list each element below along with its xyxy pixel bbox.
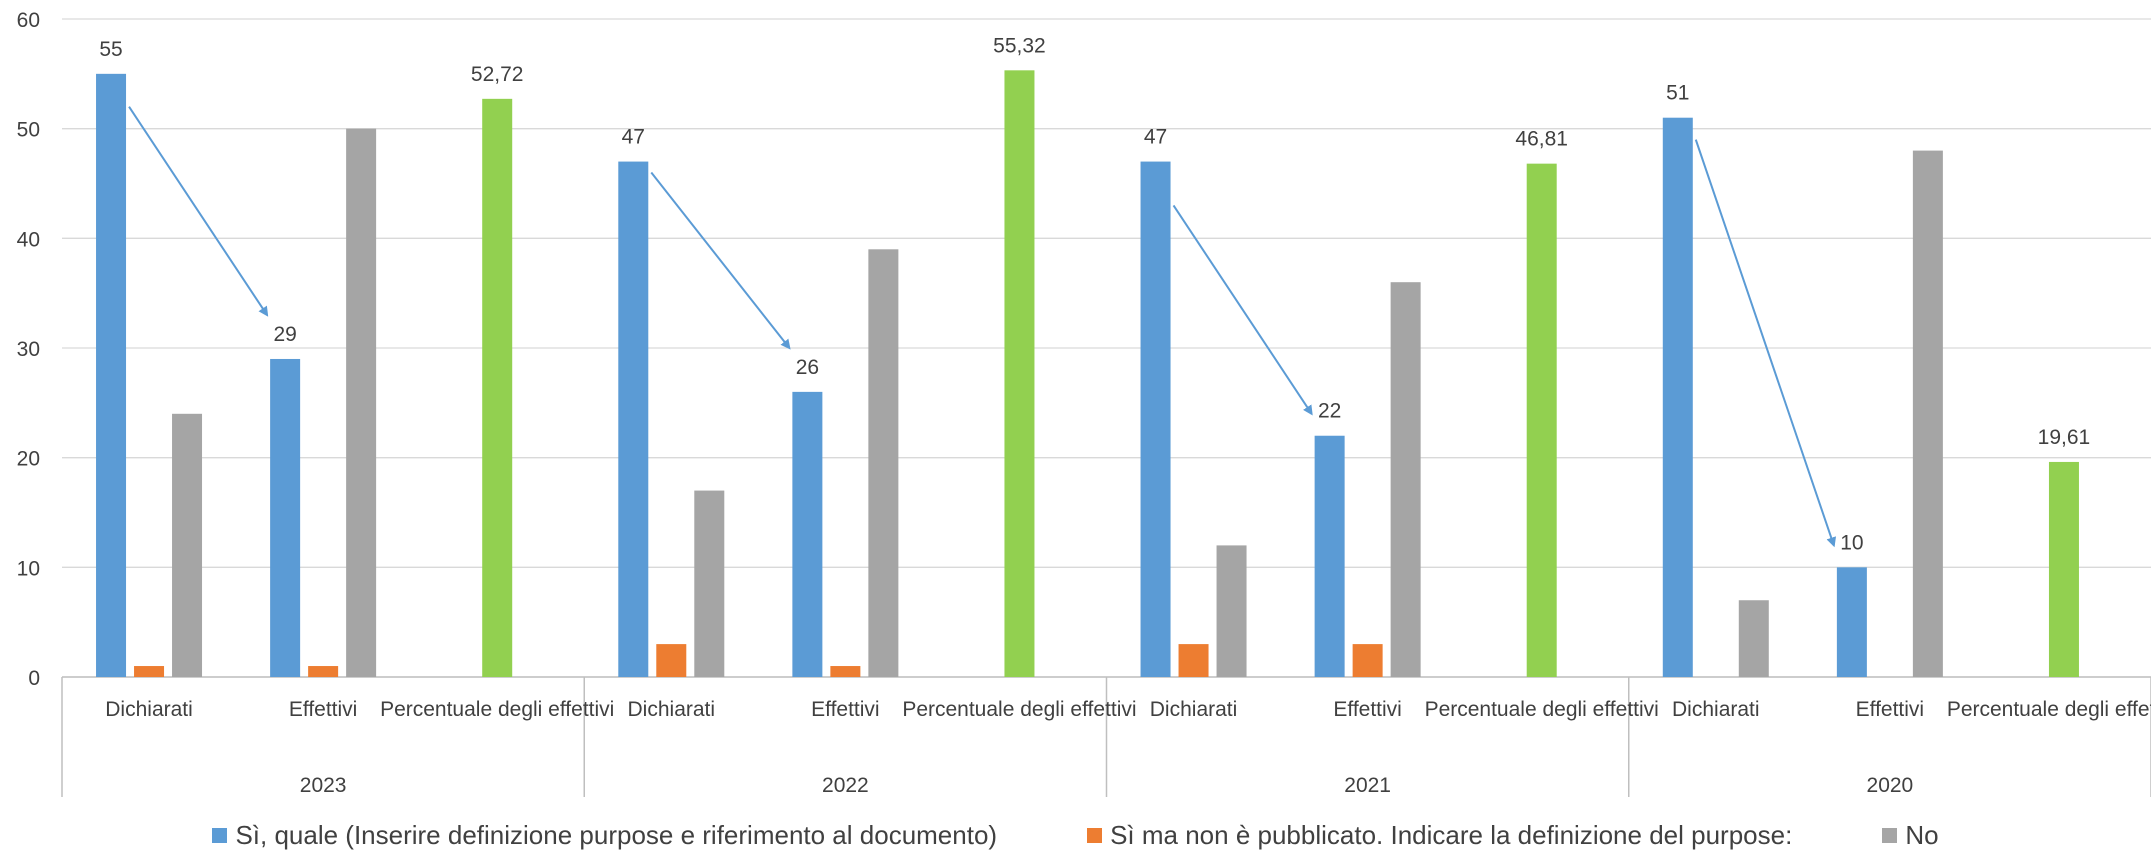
- bar: [1738, 600, 1769, 677]
- y-tick-label: 10: [17, 557, 40, 580]
- bar: [1314, 435, 1345, 677]
- legend-swatch: [212, 827, 228, 843]
- legend: Sì, quale (Inserire definizione purpose …: [0, 820, 2151, 850]
- bar: [1216, 545, 1247, 677]
- bar: [270, 358, 301, 677]
- y-tick-label: 30: [17, 338, 40, 361]
- data-label: 47: [622, 126, 645, 149]
- category-label: Effettivi: [1856, 698, 1924, 721]
- data-label: 55: [99, 38, 122, 61]
- y-tick-label: 60: [17, 9, 40, 32]
- legend-label: No: [1905, 819, 1939, 850]
- bar: [96, 73, 127, 678]
- category-label: Dichiarati: [628, 698, 716, 721]
- year-label: 2021: [1344, 774, 1391, 797]
- bar: [1390, 282, 1421, 677]
- legend-label: Sì ma non è pubblicato. Indicare la defi…: [1110, 819, 1793, 850]
- bar: [172, 413, 203, 677]
- data-label: 47: [1144, 126, 1167, 149]
- bar: [656, 644, 687, 677]
- data-label: 26: [796, 356, 819, 379]
- data-label: 46,81: [1515, 128, 1568, 151]
- trend-arrow: [128, 106, 269, 317]
- data-label: 22: [1318, 400, 1341, 423]
- trend-arrow: [1694, 139, 1837, 548]
- bar: [1140, 161, 1171, 678]
- legend-item: No: [1882, 819, 1939, 851]
- category-label: Effettivi: [289, 698, 357, 721]
- bar: [1352, 644, 1383, 677]
- bar: [308, 666, 339, 677]
- trend-arrow: [1172, 204, 1313, 416]
- data-label: 29: [273, 323, 296, 346]
- bar: [868, 249, 899, 678]
- bar: [1836, 567, 1867, 677]
- bar: [792, 391, 823, 677]
- category-label: Dichiarati: [105, 698, 193, 721]
- y-tick-label: 20: [17, 448, 40, 471]
- bar: [1662, 117, 1693, 677]
- category-label: Effettivi: [811, 698, 879, 721]
- data-label: 52,72: [471, 63, 524, 86]
- data-label: 55,32: [993, 34, 1046, 57]
- bar: [694, 490, 725, 677]
- trend-arrow: [650, 171, 791, 350]
- legend-item: Sì, quale (Inserire definizione purpose …: [212, 820, 997, 851]
- bar: [134, 666, 165, 677]
- y-tick-label: 0: [28, 667, 40, 690]
- bar: [2048, 461, 2079, 677]
- category-label: Effettivi: [1333, 698, 1401, 721]
- bar: [346, 128, 377, 677]
- bar: [1004, 70, 1035, 678]
- bar: [1912, 150, 1943, 678]
- y-tick-label: 50: [17, 119, 40, 142]
- category-label: Percentuale degli effettivi: [1425, 698, 1659, 721]
- bar-chart: 0 10 20 30 40 50 60 2023 55 Dichiarati 29 Effettivi…: [17, 9, 2151, 797]
- category-label: Dichiarati: [1150, 698, 1238, 721]
- year-label: 2022: [822, 774, 869, 797]
- legend-label: Sì, quale (Inserire definizione purpose …: [235, 819, 998, 850]
- legend-swatch: [1087, 827, 1103, 843]
- legend-item: Sì ma non è pubblicato. Indicare la defi…: [1087, 820, 1792, 851]
- y-tick-label: 40: [17, 228, 40, 251]
- data-label: 19,61: [2038, 426, 2091, 449]
- category-label: Percentuale degli effettivi: [902, 698, 1136, 721]
- year-label: 2023: [300, 774, 347, 797]
- data-label: 51: [1666, 82, 1689, 105]
- bar: [1526, 163, 1557, 677]
- year-label: 2020: [1867, 774, 1914, 797]
- category-label: Dichiarati: [1672, 698, 1760, 721]
- bar: [830, 666, 861, 677]
- legend-swatch: [1882, 827, 1898, 843]
- category-label: Percentuale degli effettivi: [380, 698, 614, 721]
- bar: [482, 98, 513, 677]
- bar: [618, 161, 649, 678]
- category-label: Percentuale degli effettivi: [1947, 698, 2151, 721]
- data-label: 10: [1840, 531, 1863, 554]
- bar: [1178, 644, 1209, 677]
